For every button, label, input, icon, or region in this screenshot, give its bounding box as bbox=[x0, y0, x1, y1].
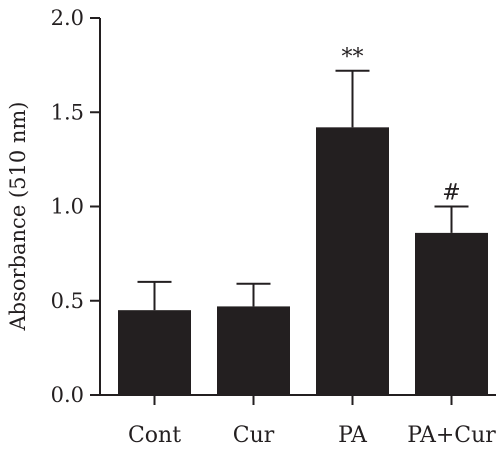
error-bars bbox=[137, 69, 469, 311]
bars bbox=[118, 127, 488, 395]
y-tick-label: 0.0 bbox=[51, 383, 84, 407]
y-tick-label: 0.5 bbox=[51, 289, 84, 313]
y-axis-label: Absorbance (510 nm) bbox=[6, 101, 30, 331]
x-tick-label: PA+Cur bbox=[407, 423, 496, 448]
x-tick-label: PA bbox=[338, 423, 368, 448]
x-tick-label: Cur bbox=[233, 423, 275, 448]
significance-annotations: ** # bbox=[342, 45, 461, 206]
significance-annotation: # bbox=[442, 181, 460, 206]
y-axis: 0.0 0.5 1.0 1.5 2.0 bbox=[51, 6, 101, 407]
y-tick-label: 1.0 bbox=[51, 195, 84, 219]
significance-annotation: ** bbox=[342, 45, 364, 70]
bar bbox=[118, 310, 191, 395]
bar bbox=[316, 127, 389, 395]
bar bbox=[217, 306, 290, 395]
y-tick-label: 2.0 bbox=[51, 6, 84, 30]
x-tick-label: Cont bbox=[128, 423, 181, 448]
x-axis: Cont Cur PA PA+Cur bbox=[100, 394, 496, 448]
y-tick-label: 1.5 bbox=[51, 100, 84, 124]
bar bbox=[415, 232, 488, 395]
